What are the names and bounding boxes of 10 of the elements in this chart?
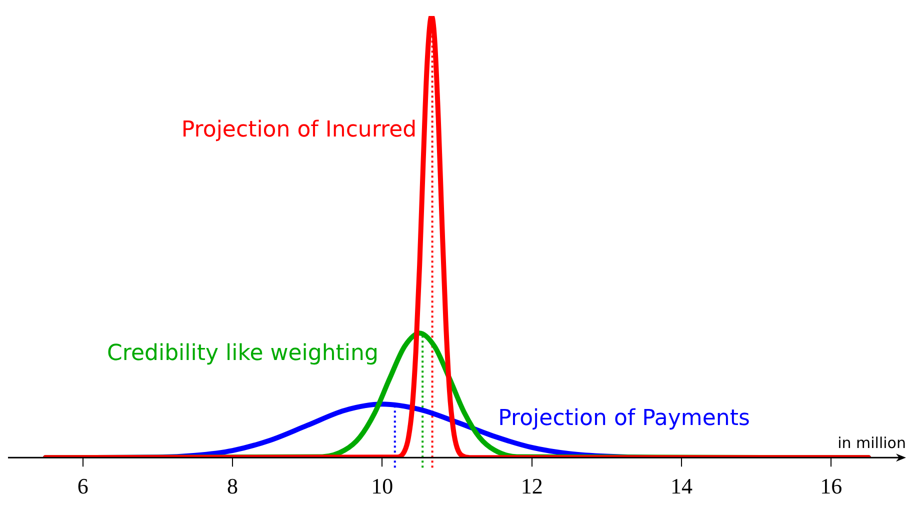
series-label: Projection of Incurred [181,118,417,143]
series-label: Credibility like weighting [107,340,378,366]
x-tick-label: 16 [820,474,842,499]
x-tick-label: 12 [520,474,543,499]
x-axis-title: in million [838,434,906,452]
x-tick-label: 14 [670,474,692,499]
x-tick-label: 10 [371,474,394,499]
series-label: Projection of Payments [498,406,750,431]
x-tick-label: 6 [77,474,88,499]
x-tick-label: 8 [227,474,238,499]
